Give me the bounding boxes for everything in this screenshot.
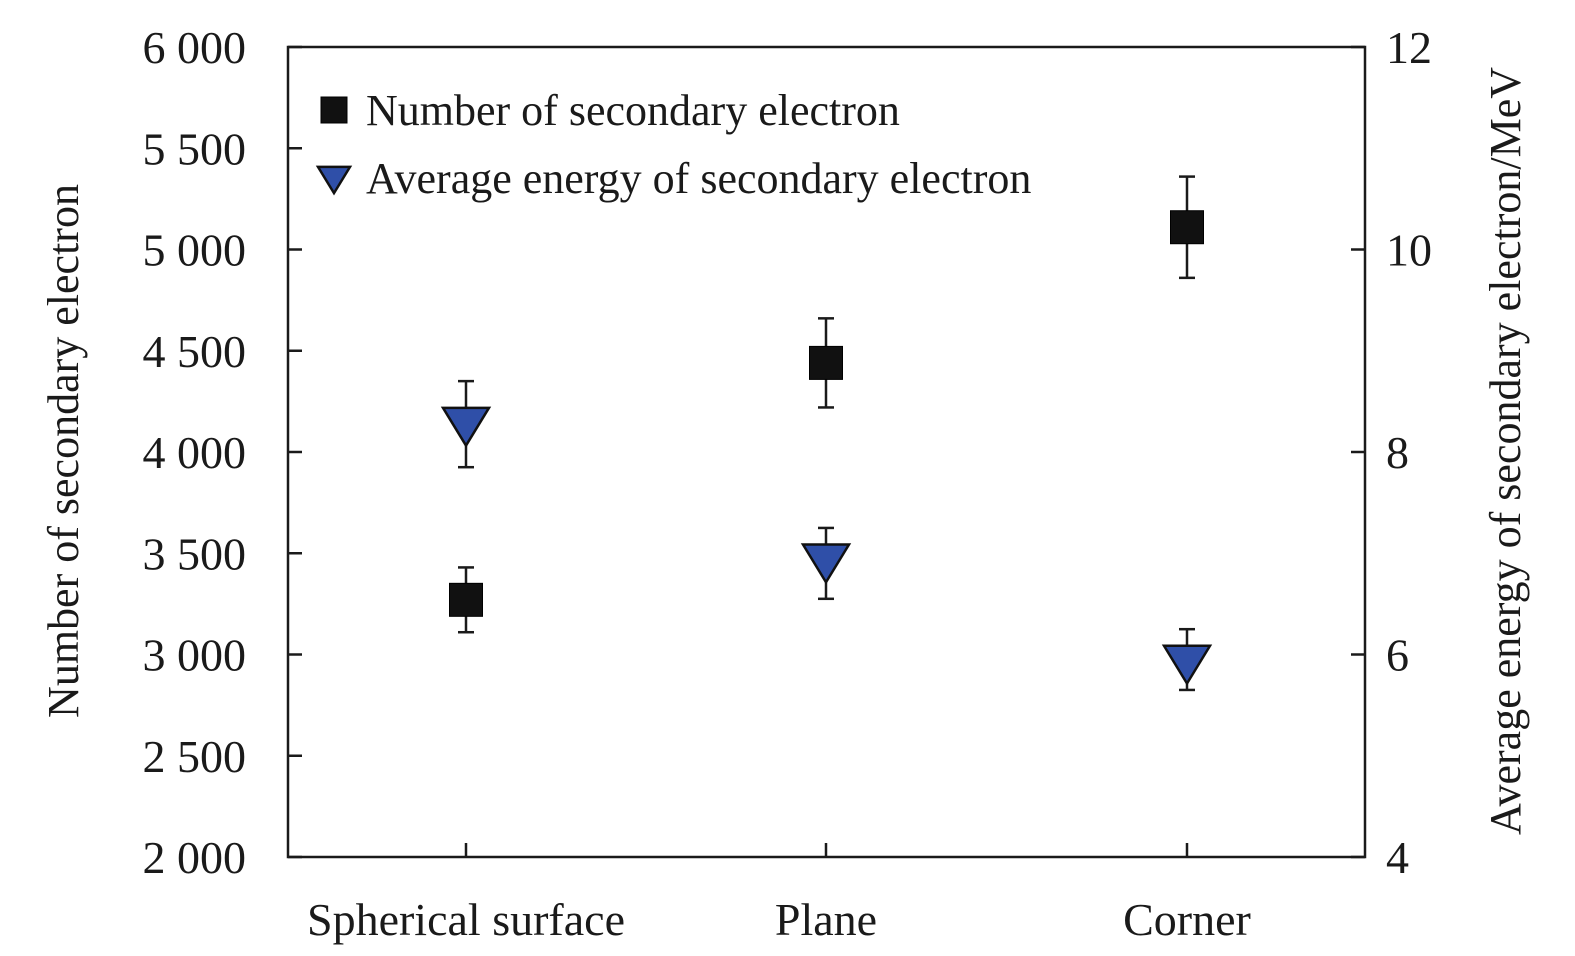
legend-label: Average energy of secondary electron	[366, 154, 1031, 203]
y-tick-label: 2 500	[143, 731, 247, 782]
legend-label: Number of secondary electron	[366, 86, 900, 135]
data-point-triangle	[440, 406, 492, 448]
data-point-square	[809, 345, 843, 380]
data-point-triangle	[800, 543, 852, 585]
y2-tick-label: 6	[1386, 630, 1409, 681]
y-tick-label: 3 500	[143, 528, 247, 579]
legend: Number of secondary electron Average ener…	[315, 86, 1031, 203]
y-axis-title: Number of secondary electron	[39, 184, 88, 718]
y2-tick-label: 10	[1386, 225, 1432, 276]
data-point-triangle	[1161, 644, 1213, 686]
y-tick-label: 3 000	[143, 630, 247, 681]
data-point-square	[1170, 210, 1204, 245]
y2-tick-label: 12	[1386, 22, 1432, 73]
y-tick-label: 5 000	[143, 225, 247, 276]
x-tick-label: Corner	[1123, 894, 1251, 945]
y2-tick-label: 8	[1386, 427, 1409, 478]
y2-axis-title: Average energy of secondary electron/MeV	[1481, 67, 1530, 835]
ticks: 2 000 2 500 3 000 3 500 4 000 4 500 5 000 5 500…	[143, 22, 1433, 945]
legend-marker-triangle	[315, 165, 353, 196]
y-tick-label: 6 000	[143, 22, 247, 73]
data-point-square	[449, 582, 483, 617]
y-tick-label: 4 000	[143, 427, 247, 478]
marks	[440, 175, 1213, 692]
legend-marker-square	[320, 96, 348, 124]
y-tick-label: 5 500	[143, 123, 247, 174]
y2-tick-label: 4	[1386, 832, 1409, 883]
y-tick-label: 2 000	[143, 832, 247, 883]
x-tick-label: Plane	[775, 894, 877, 945]
y-tick-label: 4 500	[143, 326, 247, 377]
x-tick-label: Spherical surface	[307, 894, 625, 945]
